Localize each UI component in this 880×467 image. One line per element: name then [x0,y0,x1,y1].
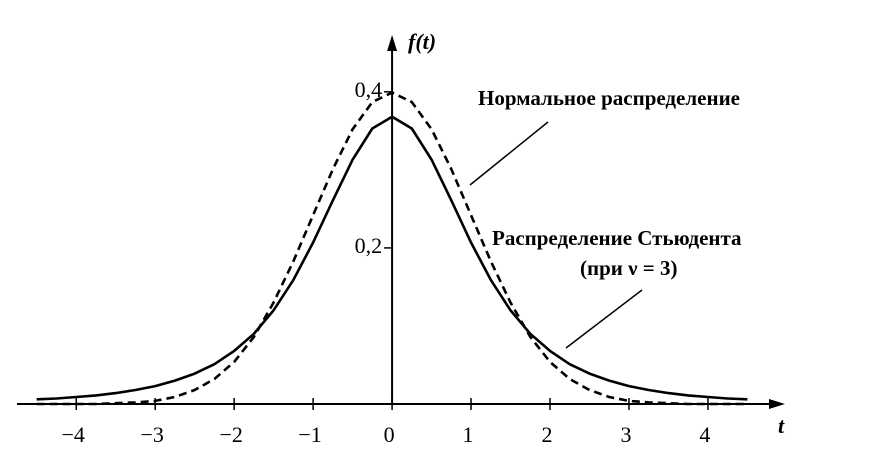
series-line [36,91,748,406]
annotation: (при ν = 3) [580,256,677,280]
x-axis-label: t [778,413,785,438]
x-tick-label: 3 [620,422,631,447]
x-tick-label: 2 [542,422,553,447]
series-line [36,115,748,401]
y-axis-arrow [387,35,398,51]
y-tick-label: 0,2 [355,233,383,258]
x-tick-label: −2 [219,422,242,447]
x-tick-label: −3 [140,422,163,447]
x-axis-arrow [769,399,785,409]
x-tick-label: −1 [298,422,321,447]
series-label: Распределение Стьюдента [492,226,742,250]
x-tick-label: 4 [699,422,710,447]
x-tick-label: 1 [463,422,474,447]
x-tick-label: −4 [62,422,85,447]
leader-line [565,289,643,349]
y-tick-label: 0,4 [355,77,383,102]
y-axis-label: f(t) [408,29,436,54]
x-tick-label: 0 [384,422,395,447]
leader-line [469,121,549,186]
series-label: Нормальное распределение [478,86,740,110]
